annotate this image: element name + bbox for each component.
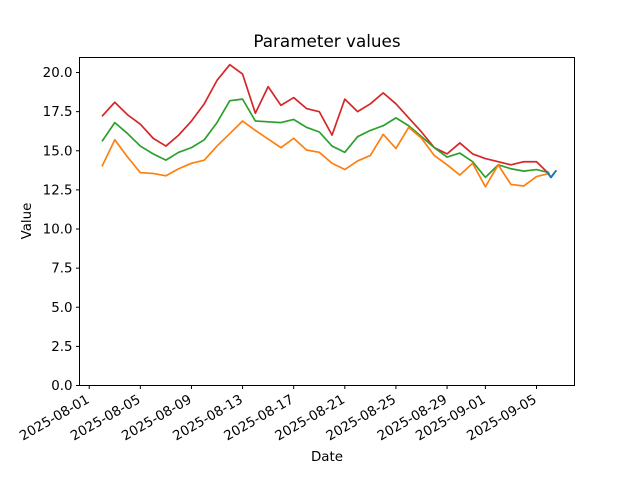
y-tick-label: 10.0	[43, 223, 73, 238]
series-orange-line	[101, 120, 550, 188]
x-axis-label: Date	[311, 450, 343, 465]
y-tick-label: 12.5	[43, 183, 73, 198]
y-axis-label: Value	[20, 203, 35, 240]
axes-spines	[79, 57, 575, 386]
y-tick-label: 17.5	[43, 105, 73, 120]
series-red-line	[101, 63, 550, 175]
y-tick-label: 15.0	[43, 144, 73, 159]
y-tick-label: 5.0	[51, 301, 72, 316]
series-layer	[101, 63, 558, 188]
series-blue-partial-line	[545, 169, 558, 179]
y-tick-label: 0.0	[51, 379, 72, 394]
y-tick-label: 7.5	[51, 262, 72, 277]
y-tick-label: 2.5	[51, 340, 72, 355]
y-tick-label: 20.0	[43, 66, 73, 81]
series-green-line	[101, 98, 550, 179]
chart-title: Parameter values	[253, 31, 400, 51]
axes-frame	[79, 57, 575, 386]
y-axis-ticks: 0.0 2.5 5.0 7.5 10.0 12.5 15.0 17.5 20.0	[43, 66, 80, 394]
x-axis-ticks: 2025-08-012025-08-052025-08-092025-08-13…	[17, 385, 540, 444]
